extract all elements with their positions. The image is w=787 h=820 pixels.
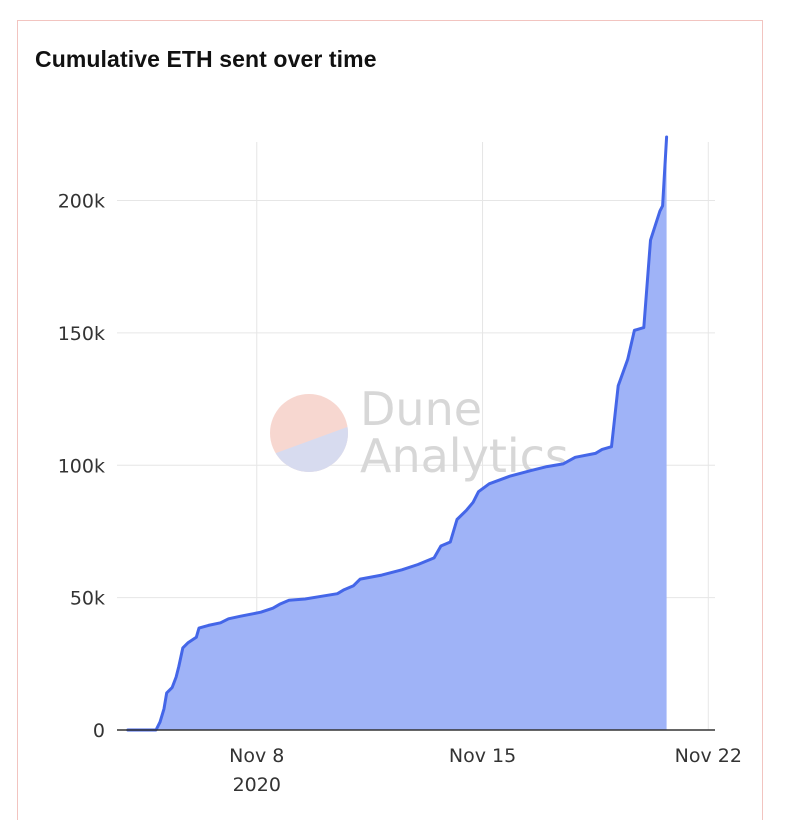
x-tick-label: Nov 22 bbox=[675, 745, 742, 767]
watermark-line1: Dune bbox=[360, 382, 482, 436]
axes: 0 50k 100k 150k 200k Nov 8 2020 Nov 15 Nov 22 bbox=[58, 191, 742, 796]
y-tick-label: 200k bbox=[58, 191, 105, 213]
series-line bbox=[126, 135, 669, 732]
watermark: Dune Analytics bbox=[270, 382, 569, 483]
y-tick-label: 50k bbox=[70, 588, 105, 610]
x-tick-sublabel: 2020 bbox=[233, 774, 281, 796]
chart-title: Cumulative ETH sent over time bbox=[35, 46, 377, 72]
y-tick-label: 150k bbox=[58, 323, 105, 345]
watermark-logo-icon bbox=[270, 394, 348, 472]
chart: Dune Analytics 0 50k 100k 150k 200k Nov 8 2020… bbox=[58, 135, 742, 796]
plot-area bbox=[126, 135, 669, 732]
x-tick-label: Nov 15 bbox=[449, 745, 516, 767]
y-tick-label: 100k bbox=[58, 455, 105, 477]
series-area bbox=[127, 137, 667, 730]
y-tick-label: 0 bbox=[93, 720, 105, 742]
x-tick-label: Nov 8 bbox=[229, 745, 284, 767]
